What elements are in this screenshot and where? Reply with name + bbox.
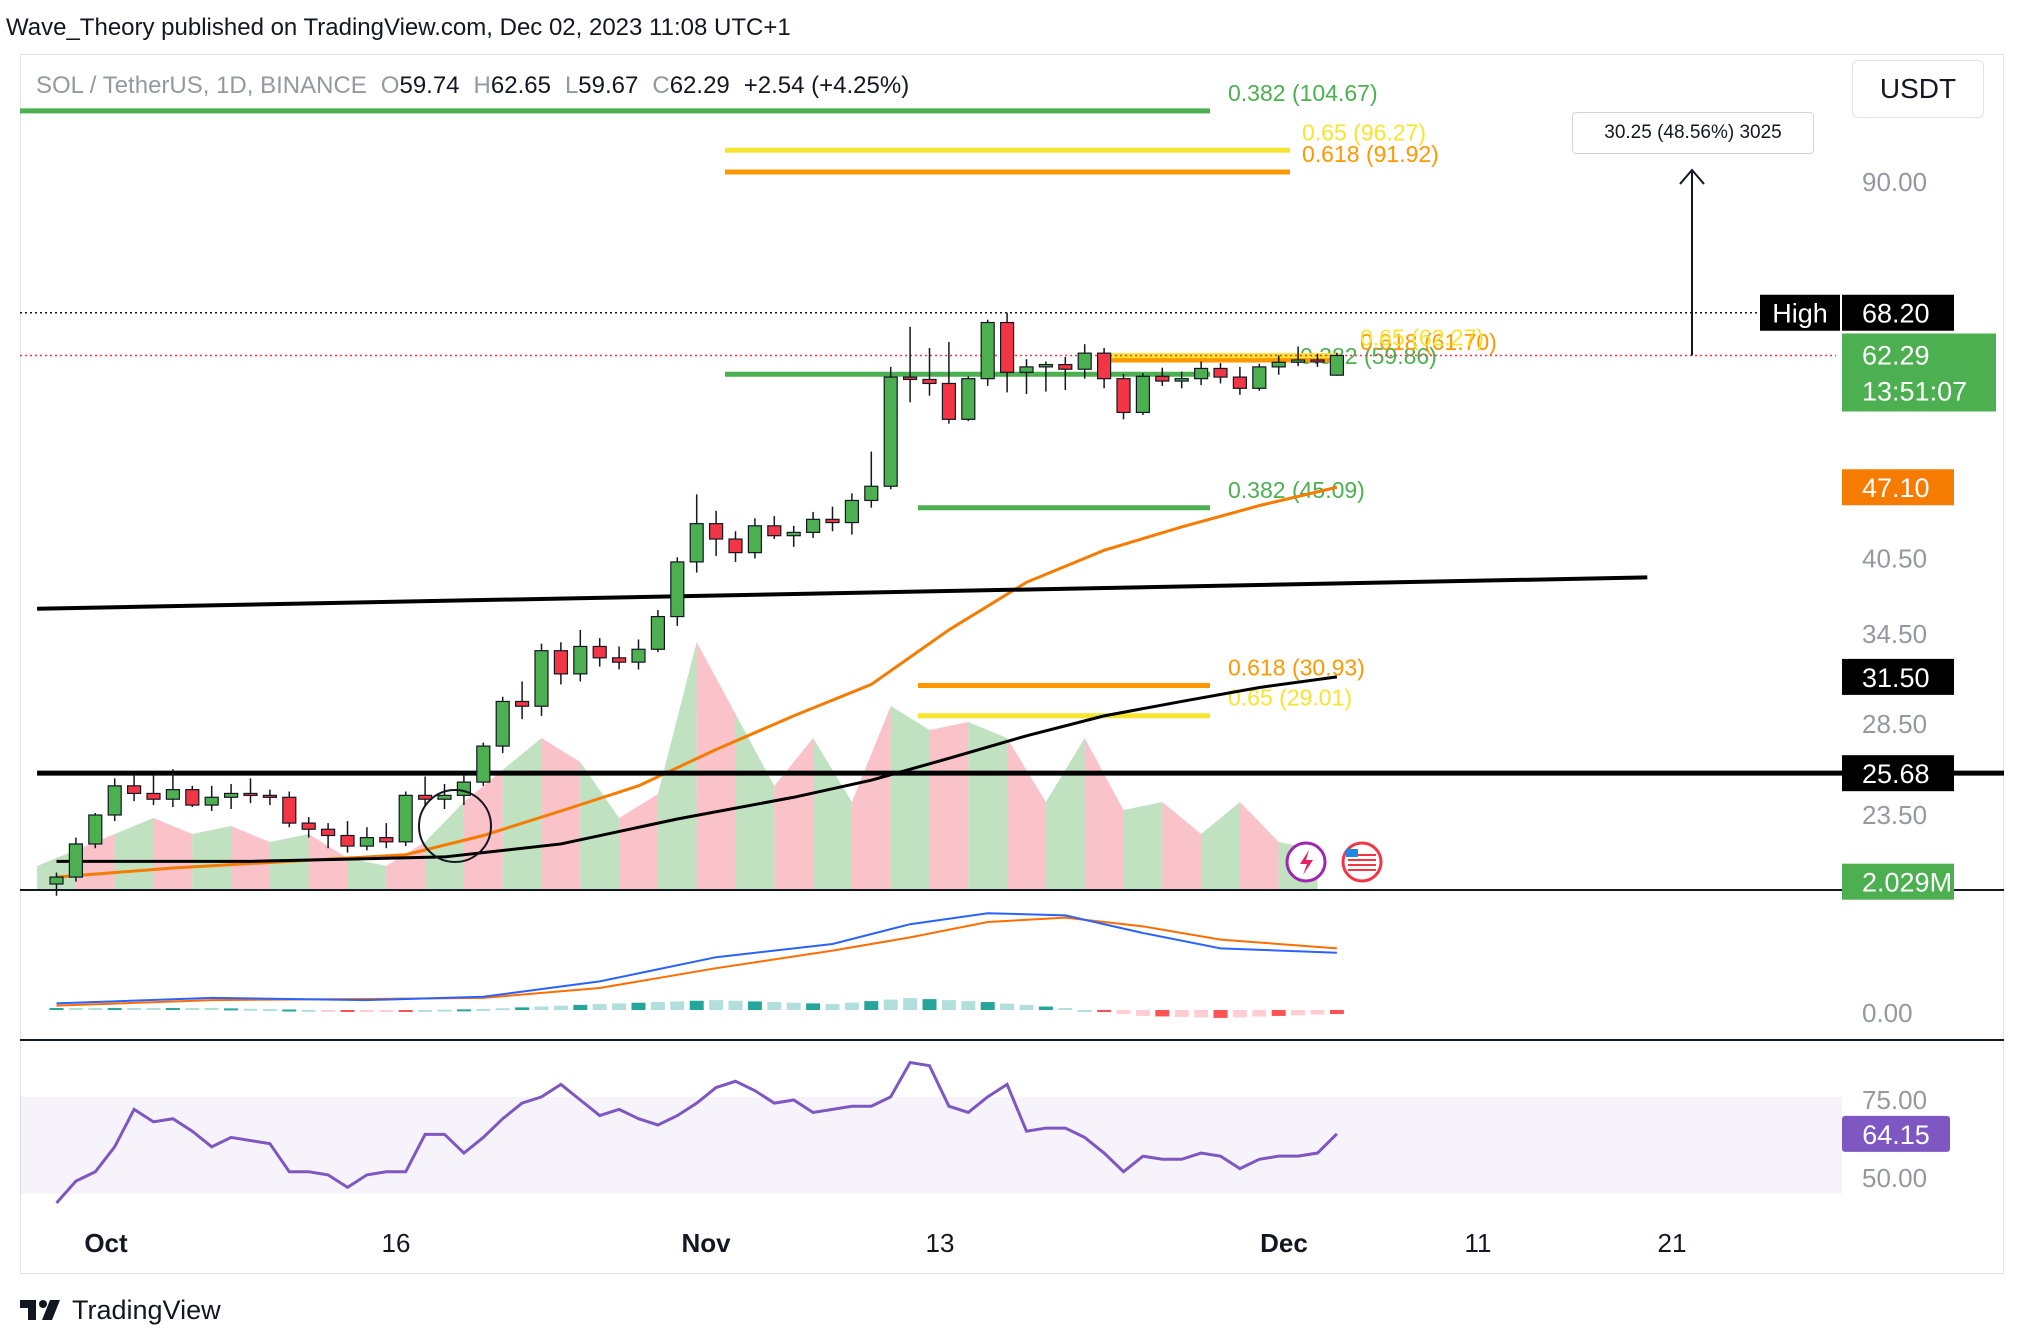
tradingview-logo[interactable]: TradingView	[18, 1290, 221, 1330]
change-value: +2.54 (+4.25%)	[743, 72, 910, 99]
low-label: L	[564, 72, 579, 99]
currency-button[interactable]: USDT	[1852, 60, 1984, 118]
high-value: 62.65	[490, 72, 551, 99]
symbol-title[interactable]: SOL / TetherUS, 1D, BINANCE	[36, 72, 367, 99]
open-label: O	[380, 72, 400, 99]
close-value: 62.29	[669, 72, 730, 99]
chart-frame	[20, 54, 2004, 1274]
open-value: 59.74	[399, 72, 460, 99]
publisher-line: Wave_Theory published on TradingView.com…	[6, 14, 791, 41]
symbol-legend[interactable]: SOL / TetherUS, 1D, BINANCE O59.74 H62.65 L…	[36, 72, 909, 100]
tradingview-logo-icon	[20, 1300, 60, 1320]
brand-name: TradingView	[72, 1294, 221, 1325]
high-label: H	[473, 72, 491, 99]
close-label: C	[652, 72, 670, 99]
measure-label: 30.25 (48.56%) 3025	[1572, 112, 1814, 154]
low-value: 59.67	[578, 72, 639, 99]
